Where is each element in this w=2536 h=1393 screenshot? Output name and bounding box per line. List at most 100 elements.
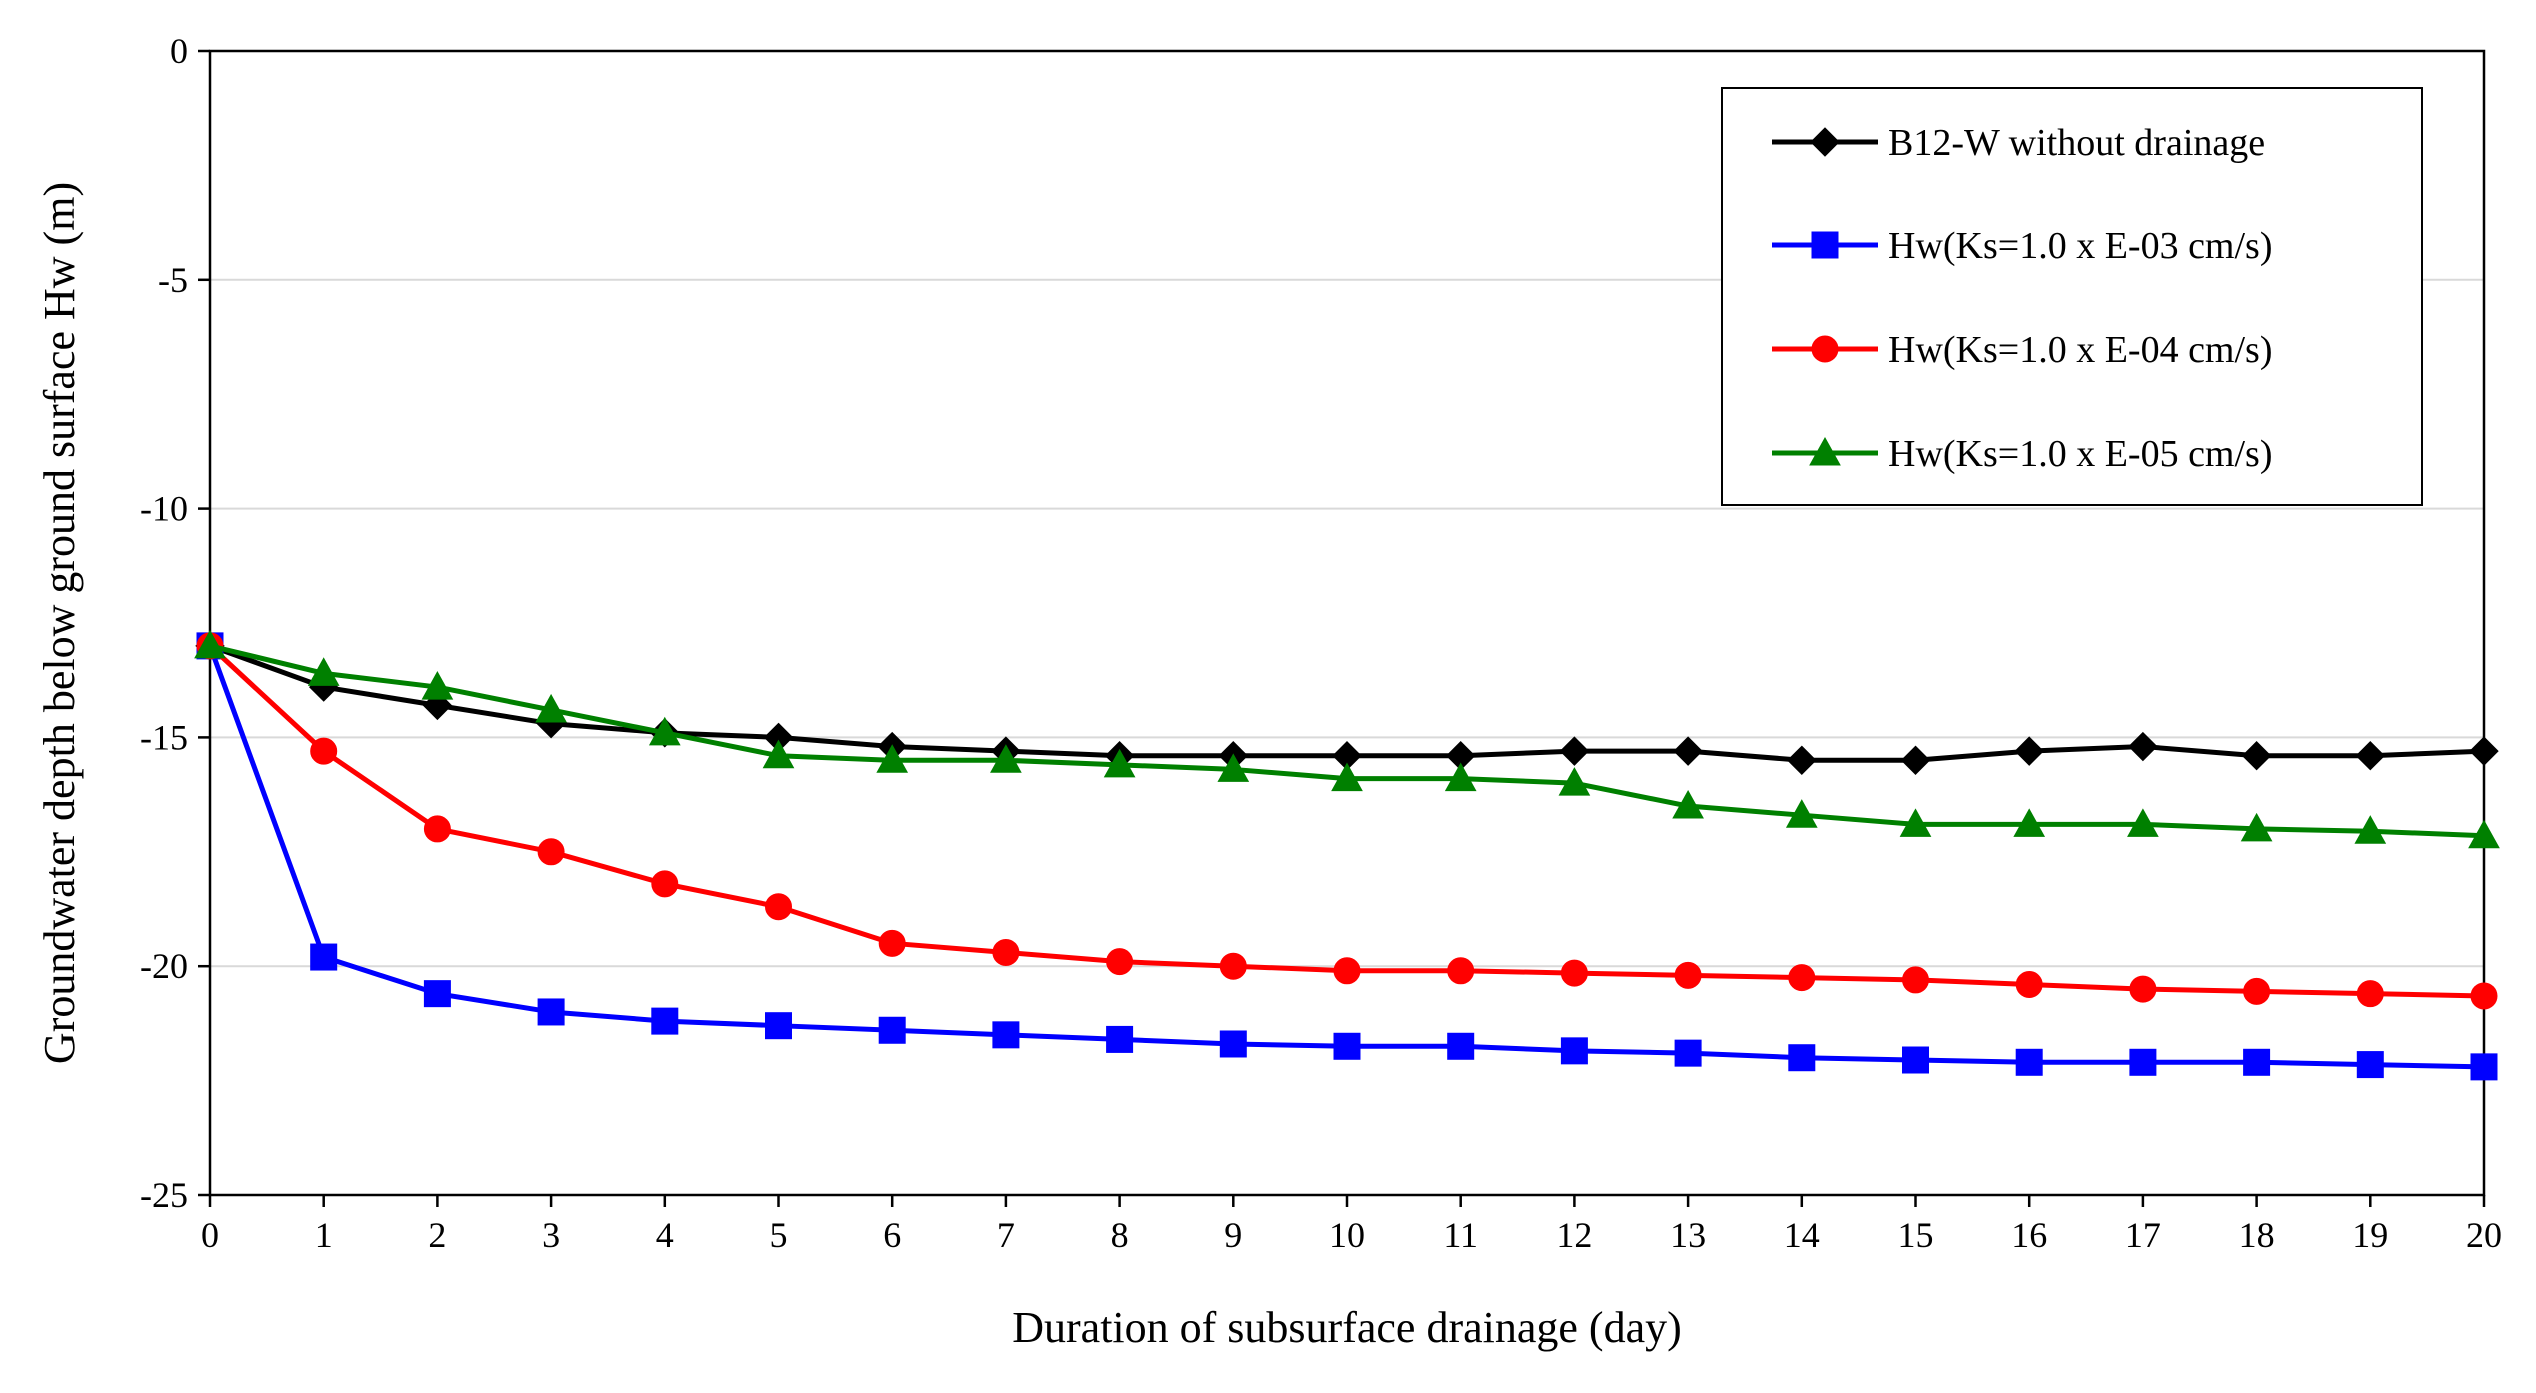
data-point <box>537 998 565 1026</box>
data-point <box>2128 731 2158 762</box>
data-point <box>423 815 451 843</box>
data-point <box>1785 799 1818 828</box>
y-tick-label: -5 <box>158 260 188 300</box>
legend-marker <box>1811 231 1839 259</box>
x-tick-label: 12 <box>1556 1215 1592 1255</box>
x-tick-label: 5 <box>770 1215 788 1255</box>
legend-entry: Hw(Ks=1.0 x E-04 cm/s) <box>1772 329 2273 371</box>
data-point <box>1559 736 1590 766</box>
data-point <box>194 629 226 659</box>
legend-label: Hw(Ks=1.0 x E-03 cm/s) <box>1888 225 2273 267</box>
data-point <box>1788 964 1816 992</box>
data-point <box>1217 753 1250 782</box>
axes: 0-5-10-15-20-250 1 2 3 4 5 6 7 8 9 10 11 12 13 14 15 16 1… <box>140 31 2502 1255</box>
data-point <box>1900 745 1931 775</box>
y-tick-label: -10 <box>140 489 188 529</box>
data-point <box>1902 966 1929 994</box>
data-point <box>2015 1048 2043 1076</box>
y-tick-label: -25 <box>140 1175 188 1215</box>
data-point <box>2127 808 2159 837</box>
data-point <box>1333 1032 1361 1060</box>
data-point <box>2469 736 2499 766</box>
data-point <box>2243 977 2271 1005</box>
x-tick-label: 18 <box>2239 1215 2275 1255</box>
data-point <box>1673 736 1703 766</box>
x-tick-label: 11 <box>1443 1215 1478 1255</box>
data-point <box>762 739 795 769</box>
series-4 <box>194 629 2500 849</box>
data-point <box>1106 948 1134 976</box>
x-tick-label: 2 <box>428 1215 446 1255</box>
data-point <box>992 1021 1020 1049</box>
data-point <box>2356 1051 2384 1079</box>
legend-entry: Hw(Ks=1.0 x E-03 cm/s) <box>1772 225 2273 267</box>
x-tick-label: 15 <box>1898 1215 1934 1255</box>
data-point <box>2013 808 2046 837</box>
data-point <box>421 671 454 700</box>
x-axis-title: Duration of subsurface drainage (day) <box>1012 1303 1682 1352</box>
data-point <box>1899 808 1932 837</box>
data-point <box>2015 971 2043 999</box>
x-tick-label: 0 <box>201 1215 219 1255</box>
data-point <box>648 716 681 746</box>
data-point <box>2470 1053 2498 1081</box>
legend-marker <box>1811 335 1839 363</box>
data-point <box>310 737 338 765</box>
data-point <box>1674 1039 1702 1067</box>
data-point <box>878 929 906 957</box>
data-point <box>2354 815 2387 844</box>
series-3 <box>196 632 2498 1010</box>
y-tick-label: -20 <box>140 946 188 986</box>
x-tick-label: 13 <box>1670 1215 1706 1255</box>
series-layer <box>194 629 2500 1081</box>
legend-marker <box>1810 127 1840 157</box>
data-point <box>535 693 567 723</box>
x-tick-label: 16 <box>2011 1215 2047 1255</box>
x-tick-label: 4 <box>656 1215 674 1255</box>
series-1 <box>195 631 2499 775</box>
legend-marker <box>1809 436 1841 466</box>
legend-label: Hw(Ks=1.0 x E-04 cm/s) <box>1888 329 2273 371</box>
data-point <box>2356 980 2384 1008</box>
legend-entry: Hw(Ks=1.0 x E-05 cm/s) <box>1772 433 2273 475</box>
data-point <box>876 744 909 773</box>
data-point <box>1558 767 1591 796</box>
legend-label: B12-W without drainage <box>1888 122 2265 164</box>
data-point <box>2129 975 2157 1003</box>
data-point <box>2468 819 2500 849</box>
legend: B12-W without drainage Hw(Ks=1.0 x E-03 c… <box>1721 87 2423 506</box>
data-point <box>1219 1030 1247 1058</box>
legend-entry: B12-W without drainage <box>1772 122 2265 164</box>
data-point <box>1447 957 1475 985</box>
x-tick-label: 7 <box>997 1215 1015 1255</box>
data-point <box>1106 1025 1134 1053</box>
data-point <box>651 1007 679 1035</box>
data-point <box>1447 1032 1475 1060</box>
data-point <box>423 980 451 1008</box>
data-point <box>1219 952 1247 980</box>
data-point <box>537 838 565 866</box>
data-point <box>1788 1044 1816 1072</box>
x-tick-label: 1 <box>315 1215 333 1255</box>
data-point <box>1787 745 1817 775</box>
data-point <box>2129 1048 2157 1076</box>
data-point <box>990 744 1022 773</box>
data-point <box>1331 762 1363 792</box>
x-tick-label: 3 <box>542 1215 560 1255</box>
x-tick-label: 8 <box>1111 1215 1129 1255</box>
data-point <box>310 943 338 971</box>
data-point <box>992 938 1020 966</box>
x-tick-label: 9 <box>1224 1215 1242 1255</box>
x-tick-label: 10 <box>1329 1215 1365 1255</box>
x-tick-label: 17 <box>2125 1215 2161 1255</box>
y-tick-label: -15 <box>140 717 188 757</box>
data-point <box>2240 812 2273 842</box>
data-point <box>2014 736 2044 766</box>
data-point <box>2355 740 2386 771</box>
data-point <box>878 1016 906 1044</box>
legend-entries: B12-W without drainage Hw(Ks=1.0 x E-03 c… <box>1772 122 2273 475</box>
data-point <box>1103 748 1136 778</box>
x-tick-label: 14 <box>1784 1215 1820 1255</box>
